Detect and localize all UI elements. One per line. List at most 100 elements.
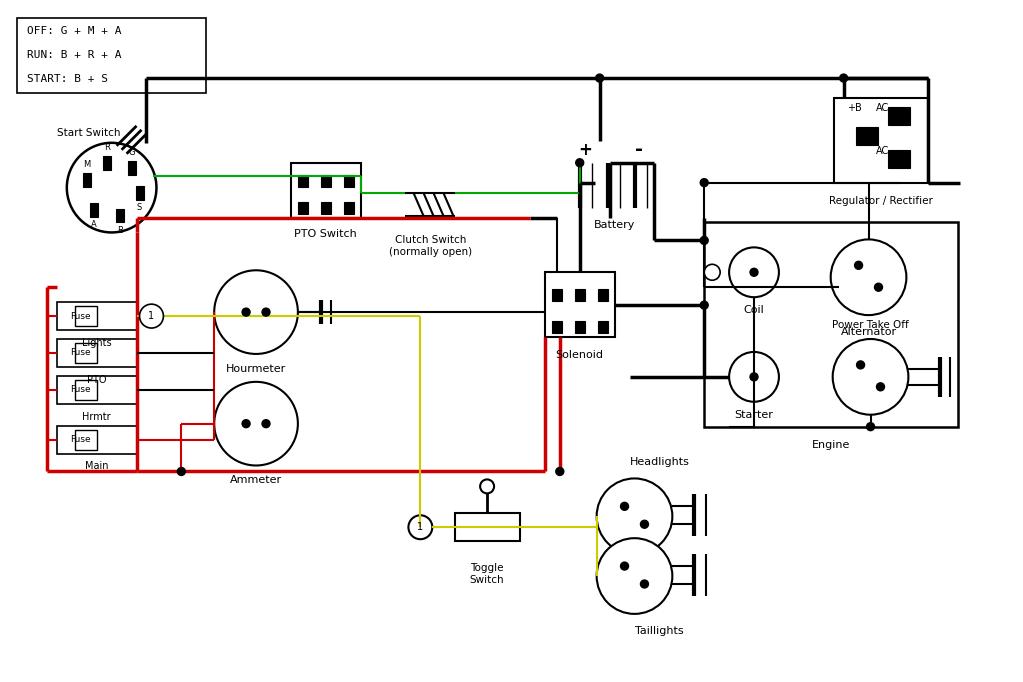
Circle shape bbox=[750, 268, 758, 276]
Bar bbox=[57, 426, 136, 454]
Bar bbox=[57, 376, 136, 404]
Text: Coil: Coil bbox=[744, 305, 764, 315]
Circle shape bbox=[875, 283, 883, 291]
Text: Solenoid: Solenoid bbox=[555, 350, 604, 360]
Circle shape bbox=[866, 423, 875, 430]
Bar bbox=[75, 380, 97, 400]
Text: PTO Switch: PTO Switch bbox=[295, 229, 357, 239]
Bar bbox=[298, 175, 308, 187]
Circle shape bbox=[750, 373, 758, 381]
Circle shape bbox=[700, 301, 708, 309]
Bar bbox=[90, 203, 97, 216]
Bar bbox=[75, 430, 97, 449]
Circle shape bbox=[262, 419, 270, 428]
Bar bbox=[455, 514, 520, 542]
Bar bbox=[597, 321, 608, 333]
Text: Toggle
Switch: Toggle Switch bbox=[470, 563, 504, 584]
Circle shape bbox=[596, 479, 672, 554]
Circle shape bbox=[640, 520, 649, 529]
Circle shape bbox=[408, 516, 433, 539]
Text: Fuse: Fuse bbox=[70, 385, 90, 394]
Circle shape bbox=[596, 538, 672, 614]
Circle shape bbox=[480, 479, 494, 493]
Text: AC: AC bbox=[876, 103, 889, 113]
Circle shape bbox=[856, 361, 864, 369]
Text: Power Take Off: Power Take Off bbox=[832, 320, 908, 330]
Text: AC: AC bbox=[876, 146, 889, 155]
Bar bbox=[545, 272, 615, 337]
Text: M: M bbox=[83, 160, 90, 169]
Bar bbox=[57, 339, 136, 367]
Text: RUN: B + R + A: RUN: B + R + A bbox=[27, 50, 122, 60]
Bar bbox=[135, 186, 143, 200]
Text: 1: 1 bbox=[148, 311, 154, 321]
Text: Ammeter: Ammeter bbox=[230, 475, 282, 486]
Bar bbox=[855, 127, 878, 145]
Bar bbox=[116, 209, 124, 222]
Circle shape bbox=[621, 503, 628, 510]
Bar bbox=[57, 302, 136, 330]
Circle shape bbox=[729, 248, 779, 297]
Text: Battery: Battery bbox=[594, 220, 635, 231]
Bar bbox=[551, 321, 562, 333]
Bar bbox=[344, 202, 354, 213]
Bar bbox=[888, 150, 910, 168]
Circle shape bbox=[242, 308, 250, 316]
Text: Alternator: Alternator bbox=[841, 327, 896, 337]
Circle shape bbox=[840, 74, 848, 82]
Text: Hrmtr: Hrmtr bbox=[83, 412, 112, 421]
Circle shape bbox=[700, 237, 708, 244]
Text: Clutch Switch
(normally open): Clutch Switch (normally open) bbox=[389, 235, 472, 257]
Circle shape bbox=[621, 562, 628, 570]
Bar bbox=[102, 155, 110, 170]
Bar bbox=[551, 289, 562, 301]
Text: S: S bbox=[137, 203, 142, 212]
Circle shape bbox=[854, 261, 862, 269]
Text: Main: Main bbox=[85, 462, 108, 471]
Circle shape bbox=[177, 467, 185, 475]
Bar bbox=[75, 343, 97, 363]
Bar bbox=[321, 175, 330, 187]
Text: Lights: Lights bbox=[82, 338, 112, 348]
Bar bbox=[83, 173, 91, 187]
Text: Regulator / Rectifier: Regulator / Rectifier bbox=[829, 196, 932, 205]
Bar bbox=[128, 161, 135, 175]
Circle shape bbox=[576, 159, 584, 166]
Bar bbox=[597, 289, 608, 301]
Bar bbox=[575, 321, 585, 333]
Text: G: G bbox=[128, 148, 135, 158]
Text: Fuse: Fuse bbox=[70, 435, 90, 444]
Text: 1: 1 bbox=[417, 522, 424, 532]
Text: B: B bbox=[117, 226, 123, 235]
Circle shape bbox=[139, 304, 164, 328]
Text: START: B + S: START: B + S bbox=[27, 74, 108, 84]
Bar bbox=[321, 202, 330, 213]
Text: Fuse: Fuse bbox=[70, 312, 90, 321]
Circle shape bbox=[214, 382, 298, 466]
Text: Starter: Starter bbox=[735, 410, 773, 419]
Circle shape bbox=[640, 580, 649, 588]
Text: OFF: G + M + A: OFF: G + M + A bbox=[27, 27, 122, 36]
Circle shape bbox=[831, 239, 906, 315]
Bar bbox=[291, 163, 361, 218]
Text: Headlights: Headlights bbox=[629, 456, 690, 466]
Bar bbox=[575, 289, 585, 301]
Text: +: + bbox=[578, 140, 591, 159]
Circle shape bbox=[704, 265, 720, 280]
Text: Fuse: Fuse bbox=[70, 349, 90, 357]
Text: PTO: PTO bbox=[87, 375, 106, 385]
Text: R: R bbox=[103, 143, 109, 152]
Circle shape bbox=[555, 467, 564, 475]
Circle shape bbox=[262, 308, 270, 316]
Text: Start Switch: Start Switch bbox=[57, 128, 121, 138]
Circle shape bbox=[700, 179, 708, 187]
Bar bbox=[298, 202, 308, 213]
Bar bbox=[888, 107, 910, 125]
Bar bbox=[344, 175, 354, 187]
Bar bbox=[75, 306, 97, 326]
Circle shape bbox=[214, 270, 298, 354]
Text: A: A bbox=[91, 220, 96, 229]
Circle shape bbox=[833, 339, 908, 415]
Text: Taillights: Taillights bbox=[635, 626, 683, 636]
Circle shape bbox=[877, 383, 885, 391]
